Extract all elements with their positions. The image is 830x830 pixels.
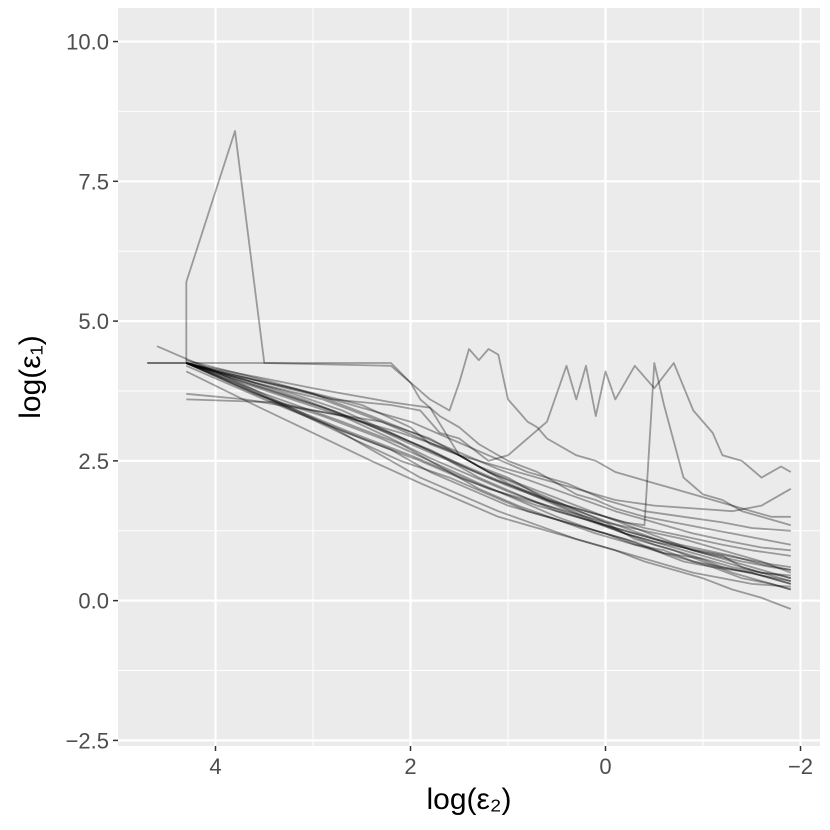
series-line-17 <box>186 362 791 557</box>
series-line-12 <box>185 362 791 577</box>
minor-gridlines <box>118 8 820 746</box>
series-line-15 <box>186 359 791 532</box>
series-layer <box>147 130 792 610</box>
series-line-19 <box>185 362 792 582</box>
x-axis-title: log(ε₂) <box>426 783 511 816</box>
x-tick-label: 2 <box>404 754 416 779</box>
series-line-22 <box>185 362 791 571</box>
y-tick-label: 7.5 <box>78 169 109 194</box>
series-line-14 <box>186 362 791 568</box>
series-line-11 <box>156 345 791 588</box>
series-line-9 <box>186 398 792 591</box>
series-line-18 <box>185 362 792 585</box>
series-line-21 <box>186 362 792 580</box>
series-line-2 <box>147 348 791 518</box>
y-tick-label: 5.0 <box>78 309 109 334</box>
axes-layer: 4 2 0 −2 −2.5 0.0 2.5 5.0 7.5 10.0 <box>66 30 813 779</box>
y-tick-label: 2.5 <box>78 449 109 474</box>
x-tick-label: 0 <box>599 754 611 779</box>
series-line-7 <box>185 370 792 610</box>
series-line-13 <box>186 362 791 571</box>
major-gridlines <box>118 8 820 746</box>
series-line-4 <box>186 362 792 527</box>
series-line-16 <box>186 362 792 513</box>
x-tick-label: 4 <box>209 754 221 779</box>
series-line-8 <box>185 362 792 585</box>
x-tick-label: −2 <box>788 754 813 779</box>
series-line-6 <box>185 364 792 591</box>
series-line-5 <box>186 362 792 580</box>
y-axis-title: log(ε₁) <box>14 335 47 419</box>
y-tick-label: 0.0 <box>78 589 109 614</box>
series-line-10 <box>186 392 791 582</box>
series-line-20 <box>185 362 792 574</box>
series-line-1 <box>147 130 791 546</box>
y-tick-label: 10.0 <box>66 30 109 55</box>
series-line-3 <box>186 362 792 479</box>
y-tick-label: −2.5 <box>66 728 109 753</box>
series-line-23 <box>186 362 791 552</box>
